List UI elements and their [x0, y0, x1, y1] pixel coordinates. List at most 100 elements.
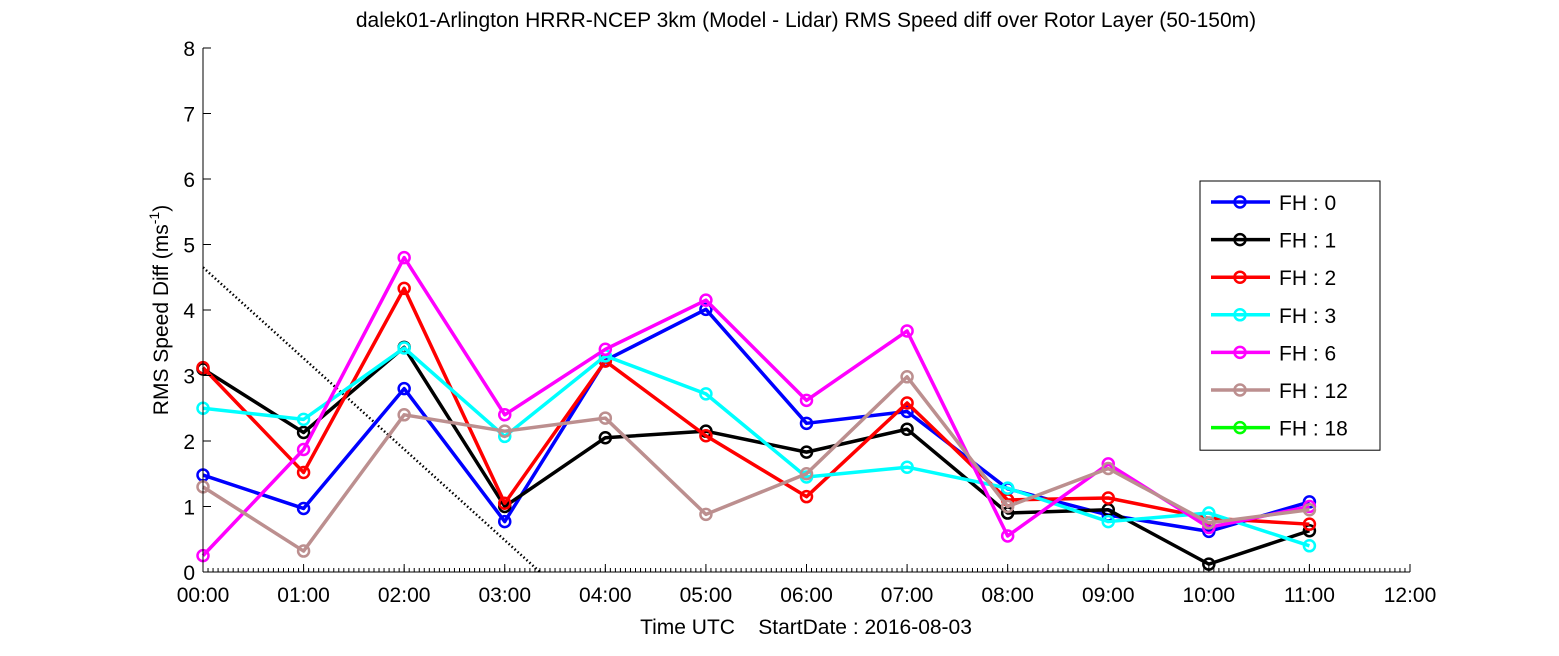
data-point	[397, 381, 411, 396]
data-point	[799, 445, 814, 459]
y-tick-label: 8	[183, 38, 195, 61]
data-point	[900, 324, 914, 338]
data-point	[397, 341, 411, 355]
data-point	[397, 250, 411, 265]
x-tick-label: 00:00	[177, 584, 230, 607]
y-tick-label: 6	[183, 169, 195, 192]
data-point	[900, 422, 914, 436]
series-line	[201, 255, 1310, 557]
legend-entry: FH : 2	[1211, 267, 1336, 290]
x-tick-label: 02:00	[378, 584, 431, 607]
data-point	[296, 544, 311, 558]
data-point	[799, 393, 814, 408]
data-point	[1000, 481, 1015, 495]
data-point	[598, 430, 613, 445]
data-point	[1101, 491, 1115, 505]
data-point	[1302, 503, 1317, 517]
data-point	[799, 489, 814, 504]
data-point	[799, 416, 814, 431]
series-layer	[196, 250, 1317, 571]
series-4	[196, 250, 1317, 563]
legend-label: FH : 12	[1279, 380, 1348, 403]
data-point	[296, 425, 311, 440]
data-point	[699, 387, 713, 401]
data-point	[498, 424, 512, 438]
data-point	[397, 408, 411, 422]
x-tick-label: 04:00	[579, 584, 632, 607]
data-point	[296, 465, 311, 480]
legend-marker	[1233, 420, 1247, 435]
data-point	[1302, 523, 1317, 538]
data-point	[598, 342, 613, 357]
data-point	[296, 412, 311, 427]
data-point	[900, 460, 914, 474]
data-point	[900, 396, 914, 410]
series-5	[196, 370, 1317, 558]
y-tick-label: 5	[183, 235, 195, 258]
legend-label: FH : 18	[1279, 418, 1348, 441]
data-point	[498, 496, 512, 510]
series-line	[201, 286, 1310, 526]
series-line	[202, 375, 1310, 553]
legend: FH : 0 FH : 1 FH : 2 FH : 3 FH : 6 FH : 12 FH …	[1199, 180, 1381, 451]
data-point	[498, 514, 512, 529]
x-tick-label: 11:00	[1284, 584, 1335, 607]
data-point	[699, 429, 713, 443]
legend-entry: FH : 12	[1211, 380, 1348, 403]
legend-label: FH : 2	[1279, 267, 1336, 290]
legend-label: FH : 1	[1279, 230, 1336, 253]
x-tick-label: 03:00	[478, 584, 531, 607]
data-point	[699, 293, 713, 307]
data-point	[699, 302, 713, 317]
data-point	[1202, 516, 1216, 530]
legend-entry: FH : 0	[1211, 192, 1336, 215]
x-tick-label: 06:00	[780, 584, 833, 607]
data-point	[1101, 461, 1115, 476]
y-tick-label: 3	[183, 366, 195, 389]
legend-label: FH : 6	[1279, 342, 1336, 365]
y-axis-label-main: RMS Speed Diff (ms	[150, 224, 173, 415]
chart-title: dalek01-Arlington HRRR-NCEP 3km (Model -…	[356, 9, 1256, 32]
x-tick-label: 12:00	[1384, 584, 1437, 607]
legend-marker	[1233, 308, 1247, 322]
legend-marker	[1233, 270, 1247, 284]
series-line	[202, 346, 1310, 548]
data-point	[1101, 514, 1115, 529]
legend-label: FH : 3	[1279, 305, 1336, 328]
data-point	[1000, 529, 1015, 543]
x-tick-label: 09:00	[1082, 584, 1135, 607]
x-tick-label: 10:00	[1183, 584, 1236, 607]
y-tick-label: 4	[183, 300, 195, 323]
y-tick-label: 7	[183, 104, 195, 127]
legend-entry: FH : 1	[1211, 230, 1336, 253]
data-point	[1302, 539, 1317, 553]
data-point	[900, 404, 914, 419]
legend-marker	[1233, 232, 1247, 247]
data-point	[598, 411, 613, 425]
legend-entry: FH : 6	[1211, 342, 1336, 365]
legend-label: FH : 0	[1279, 192, 1336, 215]
x-tick-label: 08:00	[981, 584, 1034, 607]
data-point	[699, 507, 713, 522]
legend-marker	[1233, 345, 1247, 360]
y-tick-label: 1	[183, 497, 195, 520]
data-point	[900, 370, 914, 384]
data-point	[296, 501, 311, 516]
data-point	[498, 408, 512, 422]
legend-marker	[1233, 195, 1247, 209]
axes-layer: 00:00 01:00 02:00 03:00 04:00 05:00 06:00 07:00…	[177, 38, 1437, 607]
x-axis-label: Time UTC StartDate : 2016-08-03	[640, 616, 972, 639]
data-point	[799, 467, 814, 481]
data-point	[296, 442, 311, 457]
x-tick-label: 01:00	[277, 584, 330, 607]
y-axis-label-close: )	[150, 205, 173, 212]
x-tick-label: 07:00	[881, 584, 934, 607]
data-point	[1000, 499, 1015, 514]
svg-text:RMS Speed Diff (ms-1): RMS Speed Diff (ms-1)	[146, 205, 173, 415]
legend-entry: FH : 18	[1211, 418, 1348, 441]
y-axis-label: RMS Speed Diff (ms-1)	[146, 205, 173, 415]
data-point	[397, 281, 411, 296]
legend-marker	[1233, 383, 1247, 397]
y-axis-label-superscript: -1	[146, 212, 162, 225]
